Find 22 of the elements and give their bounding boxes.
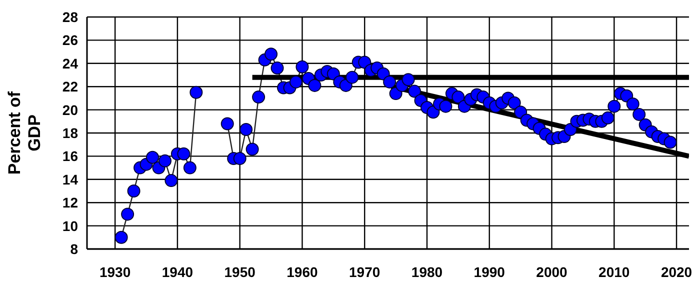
x-tick-label: 1960 — [286, 264, 318, 280]
y-tick-label: 16 — [62, 148, 78, 164]
y-tick-label: 24 — [62, 55, 78, 72]
x-tick-label: 1940 — [162, 264, 194, 280]
y-tick-label: 20 — [62, 102, 78, 118]
y-tick-label: 22 — [62, 78, 78, 95]
x-tick-label: 1970 — [349, 264, 380, 280]
y-tick-label: 18 — [62, 124, 78, 141]
y-tick-label: 12 — [62, 194, 78, 211]
x-tick-label: 2010 — [598, 264, 630, 280]
y-tick-label: 28 — [62, 8, 78, 25]
y-tick-label: 14 — [62, 171, 78, 188]
y-tick-label: 10 — [62, 218, 78, 234]
y-tick-label: 26 — [62, 32, 78, 48]
y-tick-label: 8 — [70, 240, 78, 257]
x-tick-label: 2020 — [660, 264, 692, 280]
y-axis-title: Percent of GDP — [5, 91, 44, 175]
x-tick-label: 2000 — [536, 264, 568, 280]
x-tick-label: 1990 — [474, 264, 506, 280]
x-tick-label: 1930 — [99, 264, 131, 280]
x-tick-label: 1980 — [411, 264, 443, 280]
x-tick-label: 1950 — [224, 264, 256, 280]
